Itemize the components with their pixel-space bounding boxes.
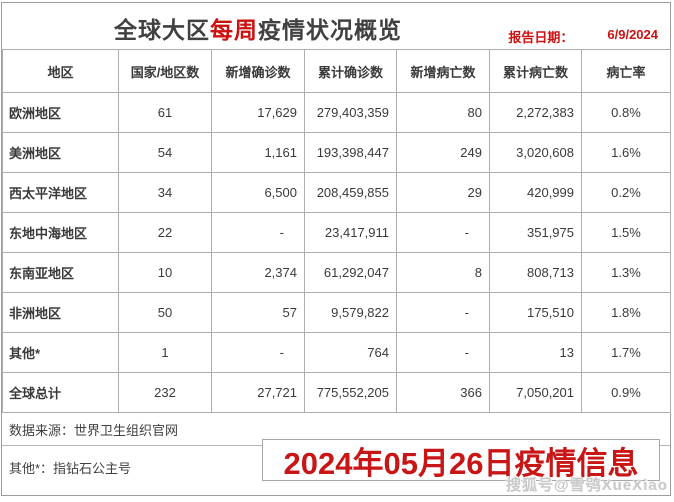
new-deaths-cell: 249 <box>396 132 490 173</box>
total-deaths-cell: 420,999 <box>489 172 582 213</box>
new-deaths-cell: 29 <box>396 172 490 213</box>
cfr-cell: 1.7% <box>581 332 671 373</box>
countries-cell: 1 <box>118 332 212 373</box>
date-stamp-box: 2024年05月26日疫情信息 <box>262 439 660 481</box>
table-row: 美洲地区 54 1,161 193,398,447 249 3,020,608 … <box>2 132 671 173</box>
page-title-suffix: 疫情状况概览 <box>258 17 402 43</box>
new-cases-cell: 2,374 <box>211 252 305 293</box>
cfr-cell: 1.6% <box>581 132 671 173</box>
new-cases-cell: 1,161 <box>211 132 305 173</box>
data-source-text: 数据来源：世界卫生组织官网 <box>9 422 179 438</box>
report-sheet: 全球大区每周疫情状况概览 报告日期： 6/9/2024 地区 国家/地区数 新增… <box>1 2 671 496</box>
title-band: 全球大区每周疫情状况概览 报告日期： 6/9/2024 <box>2 3 670 49</box>
countries-cell: 54 <box>118 132 212 173</box>
region-cell: 欧洲地区 <box>2 92 119 133</box>
page-title-highlight: 每周 <box>210 17 258 43</box>
new-cases-cell: 57 <box>211 292 305 333</box>
total-deaths-cell: 3,020,608 <box>489 132 582 173</box>
region-cell: 非洲地区 <box>2 292 119 333</box>
new-deaths-cell: 366 <box>396 372 490 413</box>
table-row: 东地中海地区 22 - 23,417,911 - 351,975 1.5% <box>2 212 671 253</box>
col-header-countries: 国家/地区数 <box>118 49 212 93</box>
cfr-cell: 1.3% <box>581 252 671 293</box>
cfr-cell: 0.8% <box>581 92 671 133</box>
total-cases-cell: 764 <box>304 332 397 373</box>
new-cases-cell: 6,500 <box>211 172 305 213</box>
col-header-region: 地区 <box>2 49 119 93</box>
table-row: 其他* 1 - 764 - 13 1.7% <box>2 332 671 373</box>
new-cases-cell: - <box>211 212 305 253</box>
total-cases-cell: 9,579,822 <box>304 292 397 333</box>
table-row: 东南亚地区 10 2,374 61,292,047 8 808,713 1.3% <box>2 252 671 293</box>
total-deaths-cell: 351,975 <box>489 212 582 253</box>
report-date-value: 6/9/2024 <box>607 27 658 42</box>
total-cases-cell: 279,403,359 <box>304 92 397 133</box>
other-footnote-text: 其他*：指钻石公主号 <box>9 460 132 476</box>
total-deaths-cell: 7,050,201 <box>489 372 582 413</box>
total-cases-cell: 61,292,047 <box>304 252 397 293</box>
new-cases-cell: 17,629 <box>211 92 305 133</box>
new-cases-cell: - <box>211 332 305 373</box>
new-deaths-cell: 80 <box>396 92 490 133</box>
report-date-label: 报告日期： <box>508 30 574 45</box>
countries-cell: 22 <box>118 212 212 253</box>
report-date-line: 报告日期： 6/9/2024 <box>508 27 658 46</box>
countries-cell: 61 <box>118 92 212 133</box>
total-cases-cell: 208,459,855 <box>304 172 397 213</box>
countries-cell: 10 <box>118 252 212 293</box>
total-deaths-cell: 175,510 <box>489 292 582 333</box>
table-row: 西太平洋地区 34 6,500 208,459,855 29 420,999 0… <box>2 172 671 213</box>
col-header-cfr: 病亡率 <box>581 49 671 93</box>
col-header-total-deaths: 累计病亡数 <box>489 49 582 93</box>
new-deaths-cell: 8 <box>396 252 490 293</box>
page-title: 全球大区每周疫情状况概览 <box>114 11 402 45</box>
col-header-total-cases: 累计确诊数 <box>304 49 397 93</box>
region-cell: 全球总计 <box>2 372 119 413</box>
new-cases-cell: 27,721 <box>211 372 305 413</box>
table-header-row: 地区 国家/地区数 新增确诊数 累计确诊数 新增病亡数 累计病亡数 病亡率 <box>2 49 671 93</box>
col-header-new-deaths: 新增病亡数 <box>396 49 490 93</box>
new-deaths-cell: - <box>396 332 490 373</box>
epidemic-table: 地区 国家/地区数 新增确诊数 累计确诊数 新增病亡数 累计病亡数 病亡率 欧洲… <box>2 49 671 413</box>
cfr-cell: 1.5% <box>581 212 671 253</box>
table-row: 欧洲地区 61 17,629 279,403,359 80 2,272,383 … <box>2 92 671 133</box>
sohu-watermark: 搜狐号@雪鸮XueXiao <box>506 477 668 494</box>
total-deaths-cell: 808,713 <box>489 252 582 293</box>
region-cell: 其他* <box>2 332 119 373</box>
countries-cell: 232 <box>118 372 212 413</box>
total-cases-cell: 23,417,911 <box>304 212 397 253</box>
total-deaths-cell: 2,272,383 <box>489 92 582 133</box>
countries-cell: 50 <box>118 292 212 333</box>
cfr-cell: 1.8% <box>581 292 671 333</box>
region-cell: 东地中海地区 <box>2 212 119 253</box>
col-header-new-cases: 新增确诊数 <box>211 49 305 93</box>
page-title-prefix: 全球大区 <box>114 17 210 43</box>
region-cell: 东南亚地区 <box>2 252 119 293</box>
new-deaths-cell: - <box>396 292 490 333</box>
total-cases-cell: 193,398,447 <box>304 132 397 173</box>
cfr-cell: 0.9% <box>581 372 671 413</box>
date-stamp-text: 2024年05月26日疫情信息 <box>283 445 639 481</box>
new-deaths-cell: - <box>396 212 490 253</box>
cfr-cell: 0.2% <box>581 172 671 213</box>
table-row-total: 全球总计 232 27,721 775,552,205 366 7,050,20… <box>2 372 671 413</box>
countries-cell: 34 <box>118 172 212 213</box>
region-cell: 西太平洋地区 <box>2 172 119 213</box>
total-cases-cell: 775,552,205 <box>304 372 397 413</box>
table-row: 非洲地区 50 57 9,579,822 - 175,510 1.8% <box>2 292 671 333</box>
region-cell: 美洲地区 <box>2 132 119 173</box>
total-deaths-cell: 13 <box>489 332 582 373</box>
other-footnote: 其他*：指钻石公主号 <box>2 446 670 488</box>
